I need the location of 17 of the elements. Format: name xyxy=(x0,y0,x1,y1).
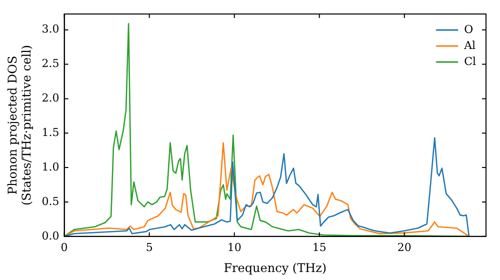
y-tick-label: 1.0 xyxy=(42,160,60,174)
legend-label: Al xyxy=(463,38,476,52)
y-tick-label: 0.0 xyxy=(42,229,60,242)
x-tick-label: 10 xyxy=(227,240,242,254)
legend-label: O xyxy=(464,22,474,36)
legend-label: Cl xyxy=(464,54,476,68)
x-axis-title: Frequency (THz) xyxy=(224,260,327,275)
y-tick-label: 3.0 xyxy=(42,22,60,36)
x-tick-label: 15 xyxy=(312,240,326,254)
y-tick-label: 0.5 xyxy=(42,194,60,208)
x-tick-label: 0 xyxy=(60,240,68,254)
y-tick-label: 2.5 xyxy=(42,57,60,70)
x-tick-label: 20 xyxy=(397,240,412,254)
y-tick-label: 1.5 xyxy=(42,126,60,139)
y-axis-title: Phonon projected DOS (States/THz·primitive cell) xyxy=(5,44,34,206)
y-tick-label: 2.0 xyxy=(42,92,60,105)
x-tick-label: 5 xyxy=(146,240,153,254)
